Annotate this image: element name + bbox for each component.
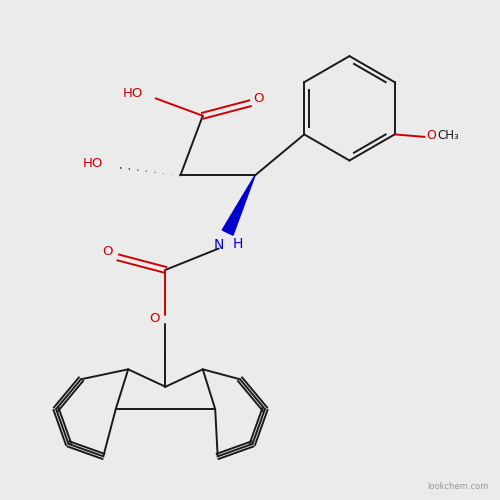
Text: HO: HO <box>83 158 103 170</box>
Text: lookchem.com: lookchem.com <box>428 482 488 491</box>
Text: H: H <box>232 236 243 250</box>
Text: O: O <box>150 312 160 325</box>
Text: CH₃: CH₃ <box>437 130 458 142</box>
Polygon shape <box>222 176 255 235</box>
Text: HO: HO <box>123 87 144 100</box>
Text: O: O <box>254 92 264 105</box>
Text: O: O <box>426 130 436 142</box>
Text: N: N <box>214 238 224 252</box>
Text: O: O <box>102 245 113 258</box>
